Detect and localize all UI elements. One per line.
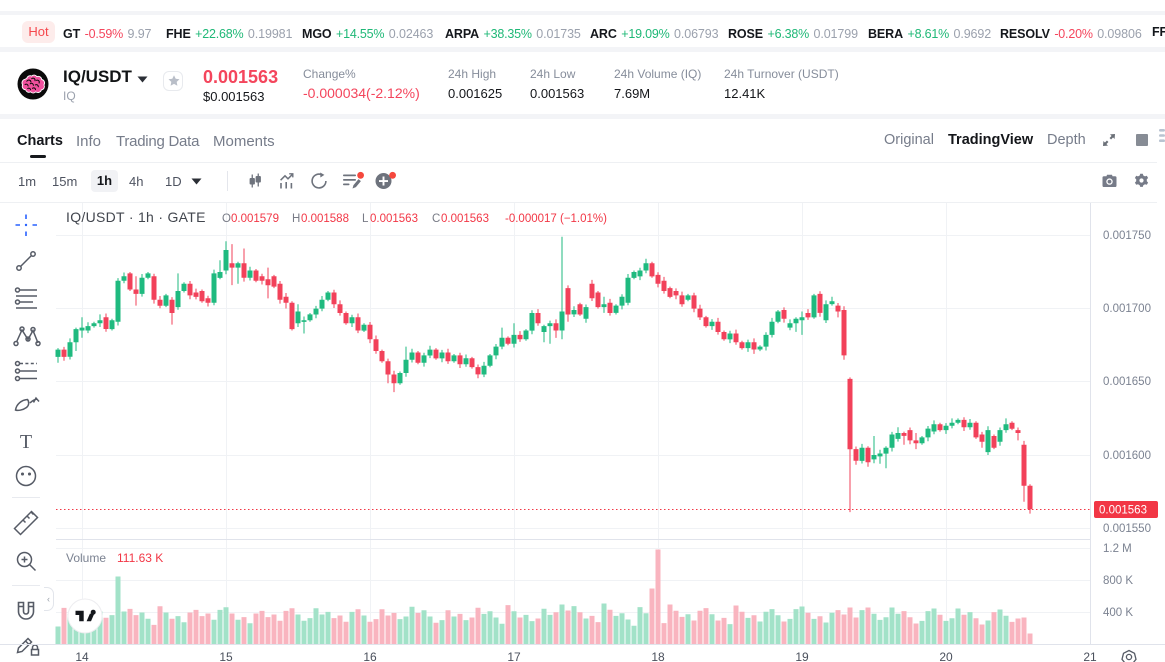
svg-text:20: 20 (939, 650, 953, 662)
svg-text:800 K: 800 K (1103, 575, 1133, 587)
svg-text:O: O (222, 213, 231, 225)
svg-text:C: C (432, 213, 440, 225)
svg-text:21: 21 (1083, 650, 1097, 662)
svg-text:H: H (292, 213, 300, 225)
svg-text:15: 15 (219, 650, 233, 662)
svg-text:0.001600: 0.001600 (1103, 450, 1151, 462)
svg-text:0.001588: 0.001588 (301, 213, 349, 225)
svg-text:111.63 K: 111.63 K (117, 551, 163, 565)
svg-text:L: L (362, 213, 369, 225)
svg-text:0.001563: 0.001563 (1099, 505, 1147, 517)
svg-text:Volume: Volume (66, 551, 106, 565)
svg-text:0.001579: 0.001579 (231, 213, 279, 225)
svg-text:14: 14 (75, 650, 89, 662)
svg-text:0.001650: 0.001650 (1103, 376, 1151, 388)
svg-text:0.001563: 0.001563 (370, 213, 418, 225)
svg-text:18: 18 (651, 650, 665, 662)
svg-text:T: T (20, 431, 32, 453)
svg-text:19: 19 (795, 650, 809, 662)
svg-text:0.001750: 0.001750 (1103, 230, 1151, 242)
svg-text:16: 16 (363, 650, 377, 662)
svg-text:IQ/USDT · 1h · GATE: IQ/USDT · 1h · GATE (66, 209, 206, 225)
svg-text:0.001700: 0.001700 (1103, 303, 1151, 315)
svg-text:1.2 M: 1.2 M (1103, 543, 1132, 555)
svg-text:17: 17 (507, 650, 521, 662)
svg-text:0.001563: 0.001563 (441, 213, 489, 225)
svg-text:400 K: 400 K (1103, 607, 1133, 619)
svg-text:-0.000017 (−1.01%): -0.000017 (−1.01%) (505, 213, 607, 225)
svg-text:0.001550: 0.001550 (1103, 523, 1151, 535)
